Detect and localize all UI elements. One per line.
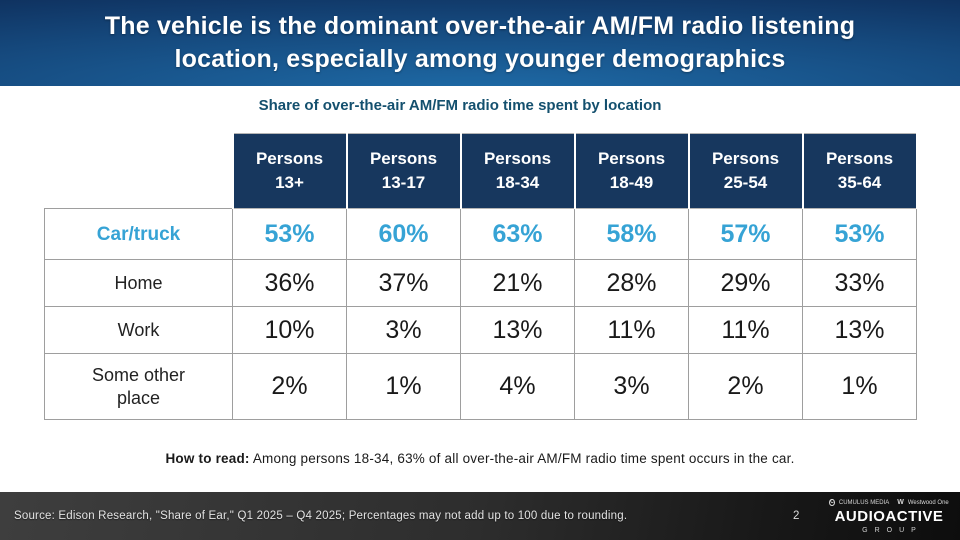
column-header-top: Persons xyxy=(825,149,894,168)
group-wordmark: GROUP xyxy=(862,527,923,534)
column-header-bottom: 13+ xyxy=(275,173,304,192)
column-header-top: Persons xyxy=(255,149,324,168)
footer-source-text: Source: Edison Research, "Share of Ear,"… xyxy=(14,510,628,522)
share-of-ear-table: Persons 13+ Persons 13-17 Persons 18-34 … xyxy=(44,133,918,420)
value-cell: 37% xyxy=(346,259,461,307)
slide-title-line-2: location, especially among younger demog… xyxy=(174,45,786,73)
table-subtitle: Share of over-the-air AM/FM radio time s… xyxy=(258,97,662,114)
table-row-some-other-place: Some other place 2% 1% 4% 3% 2% 1% xyxy=(44,353,917,420)
value-cell: 13% xyxy=(460,306,575,354)
column-header-bottom: 13-17 xyxy=(381,173,426,192)
page-number: 2 xyxy=(793,510,800,522)
row-label-work: Work xyxy=(44,306,233,354)
westwood-one-label: Westwood One xyxy=(907,499,949,506)
column-header-persons-18-34: Persons 18-34 xyxy=(459,133,576,209)
value-cell: 1% xyxy=(346,353,461,420)
column-header-persons-35-64: Persons 35-64 xyxy=(801,133,918,209)
audio-active-group-logo: C CUMULUS MEDIA W Westwood One AUDIOACTI… xyxy=(829,498,949,535)
value-cell: 21% xyxy=(460,259,575,307)
footer-bar: Source: Edison Research, "Share of Ear,"… xyxy=(0,492,960,540)
column-header-top: Persons xyxy=(711,149,780,168)
value-cell: 2% xyxy=(232,353,347,420)
column-header-persons-18-49: Persons 18-49 xyxy=(573,133,690,209)
cumulus-media-label: CUMULUS MEDIA xyxy=(838,499,890,506)
value-cell: 36% xyxy=(232,259,347,307)
slide-title-line-1: The vehicle is the dominant over-the-air… xyxy=(104,12,856,40)
cumulus-media-icon: C xyxy=(829,499,835,506)
value-cell: 60% xyxy=(346,208,461,260)
how-to-read-label: How to read: xyxy=(165,451,250,466)
value-cell: 29% xyxy=(688,259,803,307)
audioactive-wordmark: AUDIOACTIVE xyxy=(834,508,944,525)
how-to-read-text: Among persons 18-34, 63% of all over-the… xyxy=(249,451,795,466)
how-to-read-note: How to read: Among persons 18-34, 63% of… xyxy=(0,451,960,466)
column-header-persons-13-plus: Persons 13+ xyxy=(231,133,348,209)
header-row: Persons 13+ Persons 13-17 Persons 18-34 … xyxy=(44,133,918,209)
title-bar: The vehicle is the dominant over-the-air… xyxy=(0,0,960,86)
row-label-home: Home xyxy=(44,259,233,307)
row-label-car-truck: Car/truck xyxy=(44,208,233,260)
value-cell: 28% xyxy=(574,259,689,307)
column-header-bottom: 18-49 xyxy=(609,173,654,192)
column-header-bottom: 18-34 xyxy=(495,173,540,192)
value-cell: 11% xyxy=(574,306,689,354)
table-row-home: Home 36% 37% 21% 28% 29% 33% xyxy=(44,259,917,307)
value-cell: 13% xyxy=(802,306,917,354)
column-header-top: Persons xyxy=(483,149,552,168)
table-row-car-truck: Car/truck 53% 60% 63% 58% 57% 53% xyxy=(44,208,917,260)
table-row-work: Work 10% 3% 13% 11% 11% 13% xyxy=(44,306,917,354)
column-header-persons-25-54: Persons 25-54 xyxy=(687,133,804,209)
logo-brand-row: C CUMULUS MEDIA W Westwood One xyxy=(829,498,949,507)
value-cell: 53% xyxy=(802,208,917,260)
value-cell: 33% xyxy=(802,259,917,307)
value-cell: 3% xyxy=(346,306,461,354)
value-cell: 4% xyxy=(460,353,575,420)
column-header-top: Persons xyxy=(597,149,666,168)
value-cell: 57% xyxy=(688,208,803,260)
column-header-persons-13-17: Persons 13-17 xyxy=(345,133,462,209)
column-header-bottom: 25-54 xyxy=(723,173,768,192)
value-cell: 10% xyxy=(232,306,347,354)
value-cell: 2% xyxy=(688,353,803,420)
value-cell: 63% xyxy=(460,208,575,260)
value-cell: 58% xyxy=(574,208,689,260)
value-cell: 11% xyxy=(688,306,803,354)
column-header-top: Persons xyxy=(369,149,438,168)
corner-cell xyxy=(44,133,233,209)
row-label-some-other-place: Some other place xyxy=(44,353,233,420)
column-header-bottom: 35-64 xyxy=(837,173,882,192)
value-cell: 53% xyxy=(232,208,347,260)
value-cell: 3% xyxy=(574,353,689,420)
westwood-one-icon: W xyxy=(897,499,904,506)
value-cell: 1% xyxy=(802,353,917,420)
